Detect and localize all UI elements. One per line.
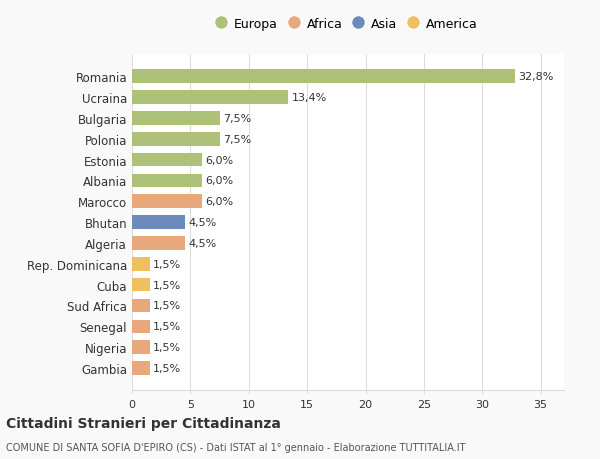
Text: 1,5%: 1,5%: [153, 342, 181, 353]
Text: 4,5%: 4,5%: [188, 218, 216, 228]
Text: 1,5%: 1,5%: [153, 280, 181, 290]
Bar: [132, 278, 149, 292]
Text: 1,5%: 1,5%: [153, 363, 181, 373]
Bar: [132, 174, 202, 188]
Bar: [132, 341, 149, 354]
Bar: [132, 91, 289, 105]
Text: 1,5%: 1,5%: [153, 301, 181, 311]
Bar: [132, 153, 202, 167]
Bar: [132, 257, 149, 271]
Bar: [132, 133, 220, 146]
Bar: [132, 320, 149, 333]
Bar: [132, 361, 149, 375]
Text: 32,8%: 32,8%: [518, 72, 554, 82]
Text: COMUNE DI SANTA SOFIA D'EPIRO (CS) - Dati ISTAT al 1° gennaio - Elaborazione TUT: COMUNE DI SANTA SOFIA D'EPIRO (CS) - Dat…: [6, 442, 466, 452]
Legend: Europa, Africa, Asia, America: Europa, Africa, Asia, America: [218, 18, 478, 31]
Text: 4,5%: 4,5%: [188, 238, 216, 248]
Text: 7,5%: 7,5%: [223, 134, 251, 145]
Text: 6,0%: 6,0%: [206, 155, 233, 165]
Text: 1,5%: 1,5%: [153, 259, 181, 269]
Text: 7,5%: 7,5%: [223, 114, 251, 123]
Text: 13,4%: 13,4%: [292, 93, 327, 103]
Bar: [132, 70, 515, 84]
Text: 1,5%: 1,5%: [153, 322, 181, 331]
Text: 6,0%: 6,0%: [206, 197, 233, 207]
Bar: [132, 112, 220, 125]
Bar: [132, 195, 202, 208]
Text: 6,0%: 6,0%: [206, 176, 233, 186]
Bar: [132, 299, 149, 313]
Bar: [132, 237, 185, 250]
Bar: [132, 216, 185, 230]
Text: Cittadini Stranieri per Cittadinanza: Cittadini Stranieri per Cittadinanza: [6, 416, 281, 430]
